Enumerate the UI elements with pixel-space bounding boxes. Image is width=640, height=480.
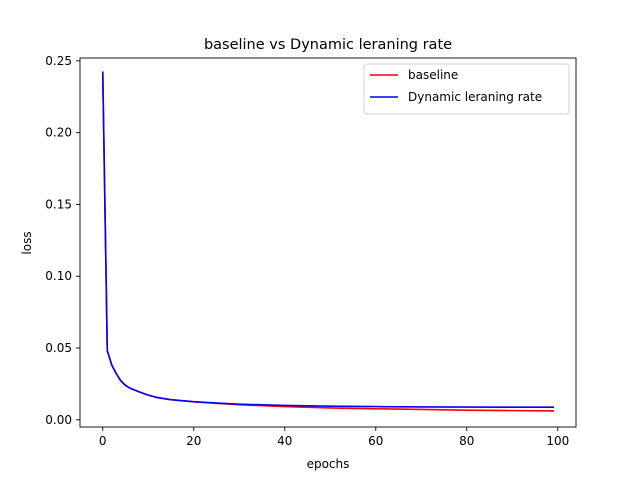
axes: 0 20 40 60 80 100 0.00 0.05 0.10 0.15 0.20 0.25 — [45, 54, 577, 448]
y-tick-label-4: 0.20 — [45, 126, 72, 140]
y-tick-label-3: 0.15 — [45, 197, 72, 211]
y-tick-label-2: 0.10 — [45, 269, 72, 283]
x-tick-label-1: 20 — [186, 434, 201, 448]
x-tick-label-5: 100 — [546, 434, 569, 448]
x-axis-label: epochs — [307, 457, 350, 471]
y-tick-label-5: 0.25 — [45, 54, 72, 68]
plot-area — [101, 71, 555, 412]
series-line-1 — [101, 71, 555, 408]
y-tick-label-0: 0.00 — [45, 413, 72, 427]
axes-frame — [79, 57, 577, 428]
legend-label-1: Dynamic leraning rate — [408, 90, 542, 104]
y-axis-label: loss — [20, 231, 34, 254]
x-tick-label-4: 80 — [459, 434, 474, 448]
legend-label-0: baseline — [408, 68, 458, 82]
legend-box — [363, 63, 570, 115]
y-tick-label-1: 0.05 — [45, 341, 72, 355]
series-line-0 — [101, 71, 555, 412]
x-tick-label-2: 40 — [277, 434, 292, 448]
legend: baseline Dynamic leraning rate — [363, 63, 570, 115]
x-tick-label-3: 60 — [368, 434, 383, 448]
x-tick-label-0: 0 — [99, 434, 107, 448]
chart-title: baseline vs Dynamic leraning rate — [204, 37, 452, 53]
